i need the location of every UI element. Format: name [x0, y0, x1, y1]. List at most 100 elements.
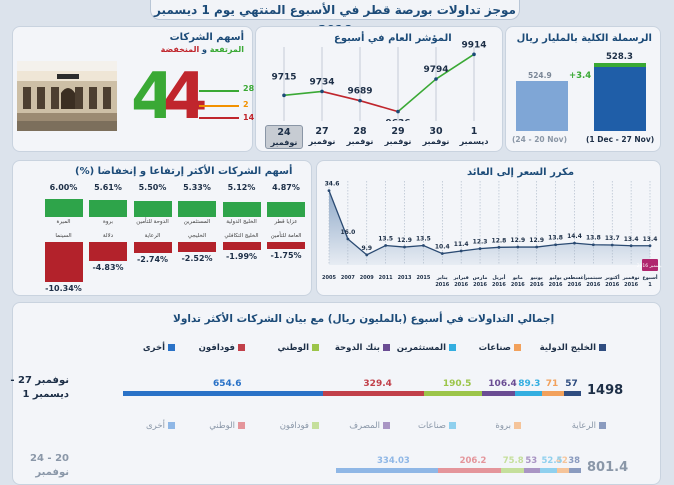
legend-swatch	[238, 344, 245, 351]
market-cap-title: الرسملة الكلية بالمليار ريال	[516, 33, 652, 44]
pe-x-label: سبتمبر	[584, 275, 603, 281]
pe-x-label: 2009	[360, 275, 374, 281]
qse-building-photo	[17, 61, 117, 131]
pe-value-label: 11.4	[454, 241, 469, 248]
pe-value-label: 13.8	[548, 235, 563, 242]
legend-label: بنك الدوحة	[334, 343, 380, 353]
pe-x-label: 2015	[416, 275, 430, 281]
index-title: المؤشر العام في أسبوع	[334, 33, 452, 44]
pe-point	[610, 243, 614, 247]
volume-segment-value: 206.2	[459, 456, 487, 466]
stocks-subtitle-up: المرتفعة	[209, 45, 244, 54]
volume-segment	[563, 391, 581, 396]
volume-legend-item: الوطني	[175, 421, 245, 431]
loser-bar	[44, 242, 83, 282]
loser-bar	[267, 242, 305, 249]
pe-value-label: 13.4	[643, 236, 658, 243]
volume-segment-value: 190.5	[442, 379, 472, 389]
pe-point	[346, 237, 350, 241]
pe-value-label: 13.5	[416, 236, 431, 243]
pe-value-label: 13.5	[378, 236, 393, 243]
pe-highlight-label: ديسمبر 2016	[637, 263, 662, 269]
index-line-segment	[435, 53, 475, 80]
pe-point	[403, 245, 406, 249]
gainer-name: الخليج الدولية	[226, 219, 257, 225]
gainer-name: الميرة	[56, 219, 71, 225]
index-date-month: نوفمبر	[384, 137, 412, 146]
volume-legend-item: الوطني	[249, 343, 319, 353]
loser-name: العامة للتأمين	[270, 233, 302, 239]
index-line-segment	[283, 90, 323, 97]
index-value-label: 9715	[271, 72, 296, 82]
pe-x-label: 2016	[492, 282, 506, 288]
index-line-chart: 9715 9734 9689 9636 9794 9914	[271, 40, 487, 121]
volume-segment	[569, 468, 581, 473]
legend-swatch	[383, 344, 390, 351]
index-value-label: 9794	[423, 65, 448, 75]
legend-label: صناعات	[478, 343, 511, 353]
volume-segment	[540, 468, 557, 473]
loser-name: الخليج التكافلي	[224, 233, 259, 239]
index-date-day: 1	[470, 126, 478, 137]
legend-swatch	[599, 422, 606, 429]
index-point	[396, 109, 400, 114]
loser-name: الرعاية	[144, 233, 161, 239]
pe-value-label: 13.7	[605, 235, 620, 242]
pe-x-label: يناير	[436, 275, 448, 281]
gainer-name: بروة	[102, 219, 114, 225]
gainer-pct: 5.33%	[183, 183, 211, 192]
legend-label: الوطني	[209, 421, 235, 431]
market-cap-prev-label: (24 - 20 Nov)	[512, 135, 567, 144]
pe-x-label: 1	[648, 282, 652, 288]
gainer-name: الدوحة للتأمين	[136, 219, 169, 225]
index-value-label: 9914	[461, 40, 486, 50]
volume-legend-item: المستثمرين	[386, 343, 456, 353]
pe-line	[328, 190, 650, 256]
pe-area	[329, 190, 650, 265]
movers-panel: أسهم الشركات الأكثر إرتفاعا و إنخفاضا (%…	[12, 160, 312, 296]
stocks-panel: أسهم الشركات المرتفعة و المنخفضة 4 4 28 …	[12, 26, 254, 152]
pe-value-label: 12.3	[473, 239, 488, 246]
volume-row2-label-2: نوفمبر	[35, 467, 69, 478]
volume-legend-item: الرعاية	[536, 421, 606, 431]
stocks-up-digit: 4	[131, 60, 175, 134]
pe-title: مكرر السعر إلى العائد	[467, 167, 575, 178]
pe-x-label: 2011	[379, 275, 393, 281]
index-line-segment	[321, 90, 361, 102]
legend-label: فودافون	[198, 343, 235, 353]
index-date-month: نوفمبر	[346, 137, 374, 146]
pe-point	[591, 243, 595, 247]
volume-total: 801.4	[587, 460, 629, 475]
legend-swatch	[238, 422, 245, 429]
index-date-0: 24 نوفمبر	[265, 125, 303, 149]
volume-panel: إجمالي التداولات في أسبوع (بالمليون ريال…	[10, 302, 661, 485]
loser-bar	[178, 242, 216, 252]
pe-x-label: 2016	[530, 282, 544, 288]
loser-name: الخليجي	[187, 233, 207, 239]
volume-title: إجمالي التداولات في أسبوع (بالمليون ريال…	[173, 313, 555, 325]
volume-segment	[514, 391, 542, 396]
volume-segment	[323, 391, 424, 396]
index-date-5: 1 ديسمبر	[455, 125, 493, 149]
pe-value-label: 10.4	[435, 244, 450, 251]
index-point	[320, 89, 324, 94]
pe-x-label: 2005	[322, 275, 336, 281]
gainer-name: عزايا قطر	[274, 219, 298, 225]
legend-swatch	[449, 344, 456, 351]
loser-pct: -10.34%	[45, 284, 82, 293]
index-date-3: 29 نوفمبر	[379, 125, 417, 149]
legend-swatch	[514, 422, 521, 429]
pe-x-label: 2016	[549, 282, 563, 288]
legend-label: بروة	[495, 421, 511, 431]
pe-point	[535, 245, 539, 249]
gainer-bar	[133, 200, 172, 217]
page-title: موجز تداولات بورصة قطر في الأسبوع المنته…	[150, 0, 520, 37]
index-date-day: 24	[277, 127, 291, 138]
pe-x-label: 2016	[586, 282, 600, 288]
pe-point	[478, 247, 482, 251]
pe-value-label: 9.9	[361, 245, 372, 252]
volume-segment-value: 52.5	[541, 456, 563, 466]
index-date-month: نوفمبر	[270, 138, 298, 147]
pe-x-label: أسبوع	[642, 274, 658, 281]
loser-pct: -2.52%	[181, 253, 213, 263]
